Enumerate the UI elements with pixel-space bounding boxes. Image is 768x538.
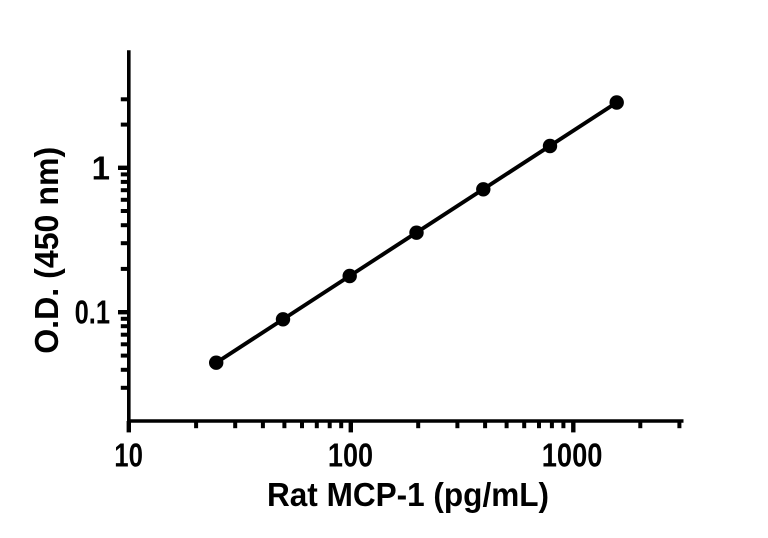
svg-text:Rat MCP-1 (pg/mL): Rat MCP-1 (pg/mL) — [267, 477, 549, 514]
svg-text:10: 10 — [114, 437, 143, 474]
svg-text:O.D. (450 nm): O.D. (450 nm) — [29, 147, 66, 354]
svg-text:100: 100 — [328, 437, 373, 474]
svg-text:0.1: 0.1 — [75, 294, 110, 331]
svg-text:1: 1 — [92, 149, 110, 186]
svg-text:1000: 1000 — [542, 437, 603, 474]
